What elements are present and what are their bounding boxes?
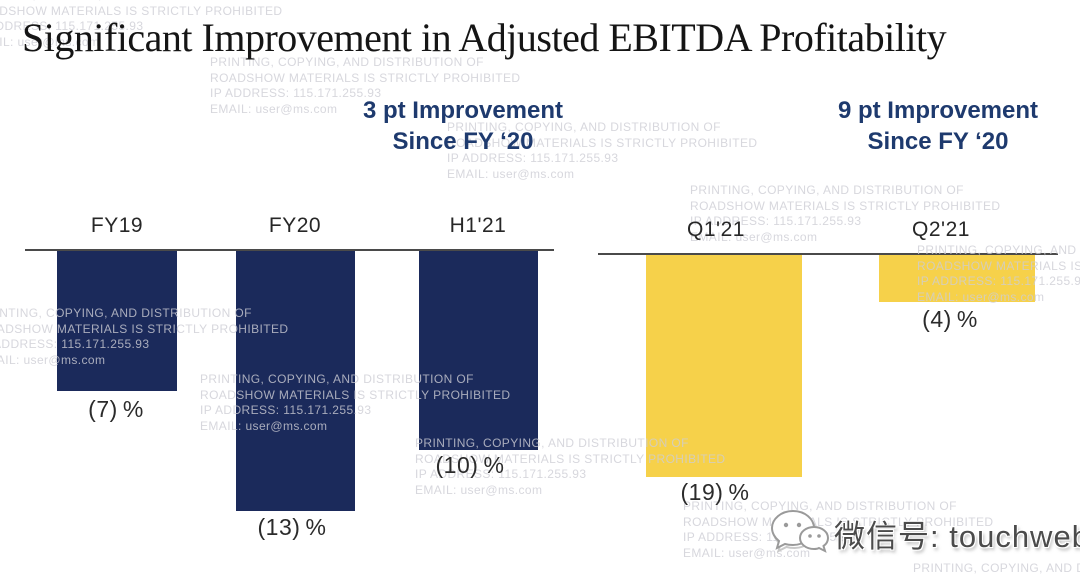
value-label-q121: (19) % xyxy=(680,479,750,505)
category-label-fy20: FY20 xyxy=(268,214,322,237)
callout-3pt-improvement: 3 pt Improvement Since FY ‘20 xyxy=(333,95,593,157)
left-chart-axis-line xyxy=(25,249,554,251)
watermark-line: PRINTING, COPYING, AND DISTRIBUTION OF xyxy=(0,0,282,4)
value-label-h121: (10) % xyxy=(435,452,505,478)
wechat-logo-icon xyxy=(770,509,830,553)
callout-line-2: Since FY ‘20 xyxy=(867,128,1009,155)
right-chart-axis-line xyxy=(598,253,1058,255)
watermark-line: ROADSHOW MATERIALS IS STRICTLY PROHIBITE… xyxy=(210,70,521,85)
category-label-fy19: FY19 xyxy=(90,214,144,237)
watermark-line: PRINTING, COPYING, AND DISTRIBUTION OF xyxy=(690,183,964,197)
category-label-q121: Q1'21 xyxy=(687,218,745,241)
callout-9pt-improvement: 9 pt Improvement Since FY ‘20 xyxy=(808,95,1068,157)
callout-line-1: 3 pt Improvement xyxy=(362,97,564,124)
bar-fy20 xyxy=(236,251,355,511)
bar-h121 xyxy=(419,251,538,450)
watermark-block: PRINTING, COPYING, AND DISTRIBUTION OFRO… xyxy=(913,561,1080,579)
bar-fy19 xyxy=(57,251,177,391)
callout-line-2: Since FY ‘20 xyxy=(392,128,534,155)
watermark-line: EMAIL: user@ms.com xyxy=(447,166,575,181)
bar-q121 xyxy=(646,255,802,477)
wechat-id-text: 微信号: touchweb xyxy=(834,518,1080,554)
category-label-q221: Q2'21 xyxy=(912,218,970,241)
category-label-h121: H1'21 xyxy=(449,214,507,237)
watermark-line: PRINTING, COPYING, AND DISTRIBUTION OF xyxy=(913,561,1080,575)
bar-q221 xyxy=(879,255,1035,302)
callout-line-1: 9 pt Improvement xyxy=(837,97,1039,124)
value-label-q221: (4) % xyxy=(922,306,978,332)
page-title: Significant Improvement in Adjusted EBIT… xyxy=(22,15,947,60)
value-label-fy19: (7) % xyxy=(88,396,144,422)
wechat-badge: 微信号: touchweb xyxy=(768,505,1080,561)
value-label-fy20: (13) % xyxy=(257,514,327,540)
watermark-line: ROADSHOW MATERIALS IS STRICTLY PROHIBITE… xyxy=(690,198,1001,213)
